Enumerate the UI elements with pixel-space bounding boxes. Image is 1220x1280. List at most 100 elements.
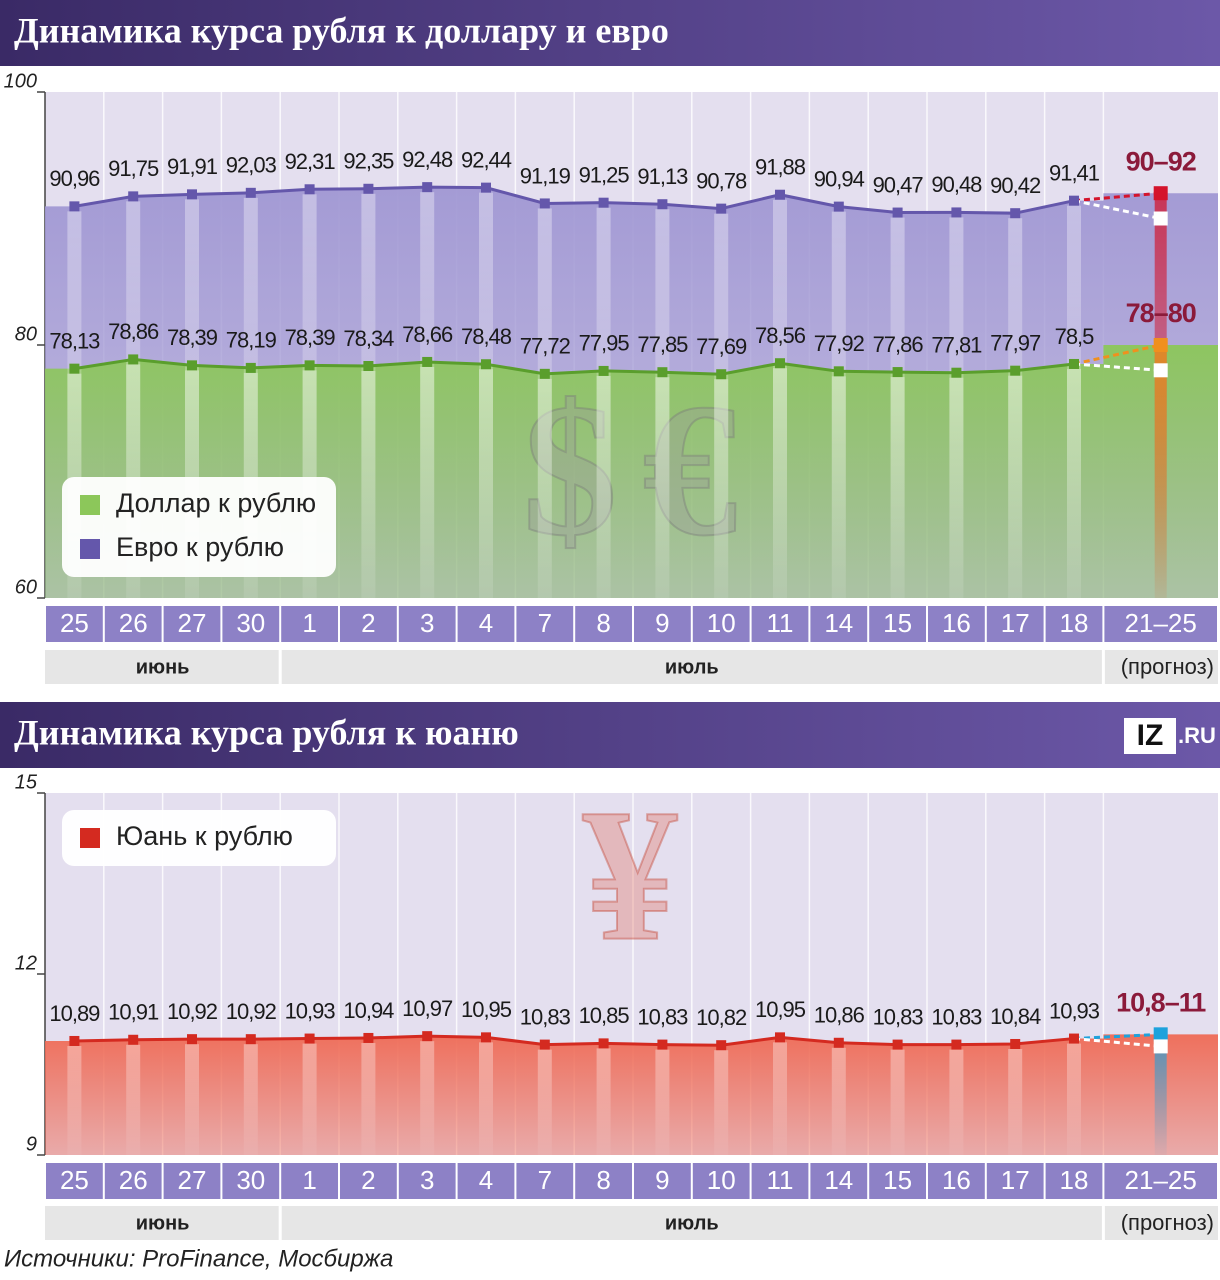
value-label: 78,66 <box>402 322 453 347</box>
x-tick-label: 7 <box>538 608 552 638</box>
stripe <box>302 1043 317 1155</box>
x-tick-label: 15 <box>883 608 912 638</box>
stripe <box>243 1044 258 1155</box>
category-cell <box>1045 1163 1103 1199</box>
point <box>422 356 433 367</box>
point <box>1010 1038 1021 1049</box>
category-cell <box>516 606 574 642</box>
point <box>775 189 785 200</box>
month-row <box>45 650 1218 684</box>
value-label: 10,83 <box>520 1004 571 1029</box>
category-cell <box>398 1163 456 1199</box>
forecast-line <box>1073 199 1162 220</box>
value-label: 10,91 <box>108 1000 159 1025</box>
category-cell <box>634 606 691 642</box>
category-cell <box>692 1163 750 1199</box>
point <box>69 201 80 212</box>
value-label: 91,25 <box>579 163 630 188</box>
x-tick-label: 16 <box>942 608 971 638</box>
point <box>833 366 844 377</box>
x-tick-label: 11 <box>767 608 794 638</box>
stripe <box>890 1049 905 1155</box>
category-cell <box>1104 1163 1217 1199</box>
point <box>833 201 844 212</box>
category-cell <box>46 1163 103 1199</box>
forecast-high <box>1153 338 1168 352</box>
point <box>951 207 962 218</box>
stripe <box>420 366 435 598</box>
category-cell <box>810 606 868 642</box>
stripe <box>361 370 376 598</box>
stripe <box>479 1042 493 1155</box>
y-tick-label: 15 <box>15 771 38 793</box>
point <box>422 182 433 193</box>
x-tick-label: 1 <box>302 608 316 638</box>
x-tick-label: 18 <box>1060 608 1089 638</box>
point <box>363 183 374 194</box>
x-tick-label: 8 <box>596 608 610 638</box>
legend-swatch <box>80 539 100 559</box>
value-label: 77,81 <box>931 333 982 358</box>
point <box>1010 365 1021 376</box>
category-cell <box>281 1163 338 1199</box>
point <box>657 367 668 378</box>
legend-label: Евро к рублю <box>116 532 284 562</box>
value-label: 78,56 <box>755 323 806 348</box>
logo-box <box>1124 718 1176 754</box>
value-label: 77,97 <box>990 330 1041 355</box>
stripe <box>714 1050 729 1155</box>
category-cell <box>340 606 397 642</box>
point <box>775 1032 785 1043</box>
x-tick-label: 15 <box>883 1165 912 1195</box>
category-cell <box>104 606 162 642</box>
category-cell <box>1045 606 1103 642</box>
point <box>363 1032 374 1043</box>
category-cell <box>869 1163 926 1199</box>
category-cell <box>986 606 1044 642</box>
point <box>245 1034 256 1045</box>
point <box>892 367 903 378</box>
legend-box <box>62 810 336 866</box>
value-label: 10,95 <box>755 997 806 1022</box>
category-cell <box>104 1163 162 1199</box>
x-tick-label: 10 <box>707 608 736 638</box>
point <box>1069 195 1079 206</box>
x-tick-label: 26 <box>119 608 148 638</box>
x-tick-label: 30 <box>236 1165 265 1195</box>
x-tick-label: 21–25 <box>1125 1165 1197 1195</box>
stripe <box>1067 368 1081 598</box>
point <box>539 198 550 209</box>
category-cell <box>575 1163 632 1199</box>
value-label: 78,19 <box>226 328 277 353</box>
forecast-high <box>1153 186 1168 201</box>
forecast-line <box>1073 343 1162 366</box>
x-tick-label: 14 <box>824 608 853 638</box>
value-label: 10,94 <box>343 998 394 1023</box>
stripe <box>949 1049 964 1155</box>
point <box>128 354 139 365</box>
forecast-label: 10,8–11 <box>1116 987 1206 1017</box>
stripe <box>1067 1043 1081 1155</box>
value-label: 10,86 <box>814 1003 865 1028</box>
x-tick-label: 3 <box>420 1165 434 1195</box>
source: Источники: ProFinance, Мосбиржа <box>4 1245 393 1272</box>
logo-text: IZ <box>1137 719 1164 752</box>
value-label: 91,13 <box>637 164 688 189</box>
stripe <box>126 1044 141 1155</box>
forecast-line <box>1073 1037 1161 1048</box>
month-row <box>45 1206 1218 1240</box>
value-label: 92,35 <box>343 149 394 174</box>
point <box>245 187 256 198</box>
y-tick-label: 60 <box>15 576 37 598</box>
forecast-note: (прогноз) <box>1121 1210 1214 1235</box>
point <box>1010 208 1021 219</box>
point <box>657 199 668 210</box>
point <box>69 363 80 374</box>
point <box>598 197 609 208</box>
forecast-note: (прогноз) <box>1121 654 1214 679</box>
point <box>716 1040 727 1051</box>
stripe <box>479 369 493 598</box>
value-label: 91,41 <box>1049 160 1100 185</box>
value-label: 77,69 <box>696 334 747 359</box>
x-tick-label: 18 <box>1060 1165 1089 1195</box>
